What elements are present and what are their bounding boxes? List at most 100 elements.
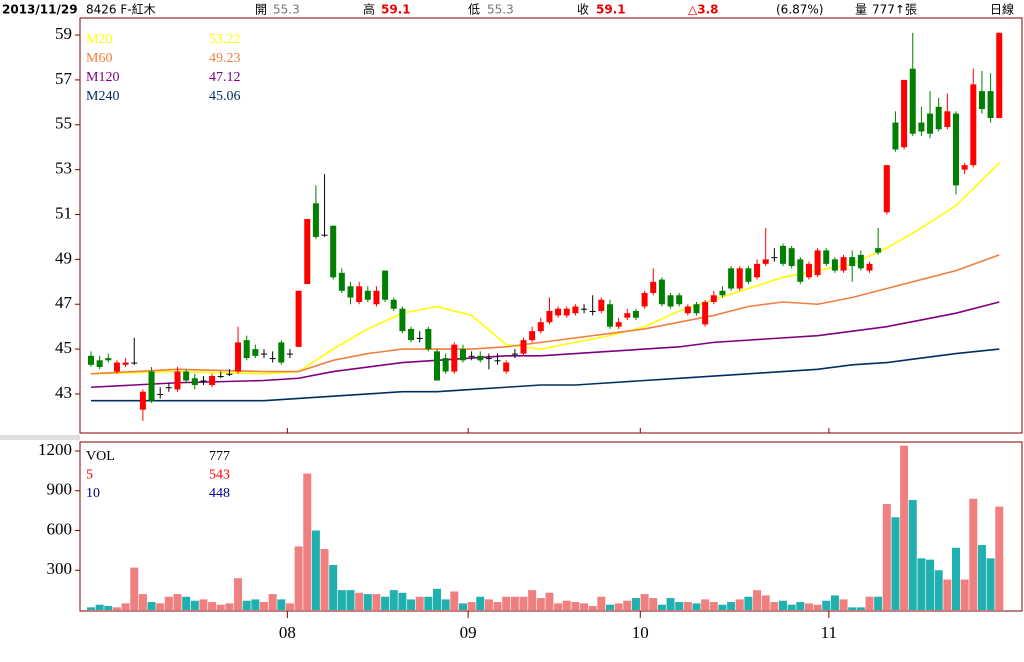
volume-bar — [657, 604, 666, 610]
candle-body — [165, 387, 172, 389]
candle-body — [408, 328, 415, 341]
volume-bar — [908, 500, 917, 610]
value: 59.1 — [381, 3, 411, 17]
volume-bar — [303, 473, 312, 610]
candle-body — [970, 84, 977, 166]
separator — [0, 435, 80, 440]
label: 收 — [577, 3, 589, 17]
candle-body — [901, 79, 908, 148]
legend-value: 45.06 — [209, 89, 241, 104]
y-tick-label: 55 — [55, 114, 72, 133]
value: 55.3 — [487, 3, 514, 17]
legend-value: 49.23 — [209, 51, 241, 66]
volume-bar — [415, 596, 424, 610]
volume-bar — [138, 594, 147, 610]
y-tick-label: 1200 — [38, 440, 72, 459]
candle-body — [624, 313, 631, 318]
candle-body — [442, 358, 449, 372]
candle-body — [563, 308, 570, 316]
candle-body — [148, 371, 155, 401]
volume-bar — [355, 592, 364, 610]
volume-bar — [199, 599, 208, 610]
volume-bar — [753, 590, 762, 610]
candle-body — [641, 293, 648, 307]
volume-bar — [424, 596, 433, 610]
x-tick-label: 11 — [821, 623, 837, 642]
volume-bar — [372, 594, 381, 610]
volume-bar — [727, 602, 736, 610]
value: 55.3 — [273, 3, 300, 17]
volume-bar — [156, 603, 165, 610]
candle-body — [468, 355, 475, 357]
candle-body — [243, 340, 250, 359]
volume-bar — [692, 603, 701, 610]
volume-bar — [796, 602, 805, 610]
candle-body — [321, 234, 328, 236]
volume-bar — [87, 607, 95, 610]
x-tick-label: 08 — [279, 623, 296, 642]
volume-bar — [225, 603, 234, 610]
change-pct: (6.87%) — [776, 3, 823, 17]
candle-body — [96, 360, 103, 368]
candle-body — [572, 306, 579, 314]
y-tick-label: 47 — [55, 293, 73, 312]
candle-body — [693, 304, 700, 314]
volume-bar — [104, 606, 113, 610]
volume-bar — [744, 596, 753, 610]
volume-bar — [761, 595, 770, 610]
candle-body — [139, 391, 146, 410]
ma-line — [90, 254, 1000, 375]
volume-bar — [631, 598, 640, 610]
candle-body — [866, 263, 873, 271]
candle-body — [771, 257, 778, 259]
volume-bar — [346, 590, 355, 610]
y-tick-label: 49 — [55, 248, 72, 267]
candle-body — [235, 342, 242, 372]
volume-bar — [640, 594, 649, 610]
volume-bar — [960, 579, 969, 610]
volume-bar — [986, 558, 995, 610]
volume-bar — [675, 602, 684, 610]
volume-bar — [476, 596, 485, 610]
candle-body — [797, 259, 804, 282]
legend-label: M120 — [86, 70, 119, 85]
candle-body — [676, 295, 683, 305]
candle-body — [122, 362, 129, 365]
ma-line — [91, 348, 1000, 402]
volume-bar — [208, 602, 217, 610]
volume-bar — [381, 596, 390, 610]
volume-bar — [329, 564, 338, 610]
volume-bar — [580, 603, 589, 610]
x-tick-label: 09 — [460, 623, 477, 642]
candle-body — [252, 349, 259, 356]
candle-body — [494, 360, 501, 362]
volume-bar — [164, 596, 173, 610]
volume-bar — [320, 549, 329, 610]
candle-body — [555, 308, 562, 316]
candle-body — [373, 290, 380, 305]
candle-body — [615, 322, 622, 327]
volume-bar — [882, 504, 891, 610]
y-tick-label: 51 — [55, 203, 72, 222]
candle-body — [485, 358, 492, 360]
candle-body — [589, 310, 596, 312]
candle-body — [183, 371, 190, 381]
candle-body — [684, 306, 691, 314]
candle-body — [503, 362, 510, 372]
volume-bar — [285, 603, 294, 610]
volume-bar — [182, 596, 191, 610]
candle-body — [477, 355, 484, 361]
volume-bar — [571, 602, 580, 610]
volume-bar — [856, 607, 865, 610]
candle-body — [961, 165, 968, 170]
candle-body — [425, 328, 432, 350]
volume-bar — [190, 600, 199, 610]
legend-value: 777 — [209, 449, 230, 464]
volume-bar — [294, 546, 303, 610]
volume-bar — [545, 592, 554, 610]
candle-body — [113, 362, 120, 372]
candle-body — [434, 351, 440, 381]
volume-bar — [977, 545, 986, 610]
volume-bar — [874, 596, 883, 610]
symbol: 8426 F-紅木 — [86, 3, 156, 17]
